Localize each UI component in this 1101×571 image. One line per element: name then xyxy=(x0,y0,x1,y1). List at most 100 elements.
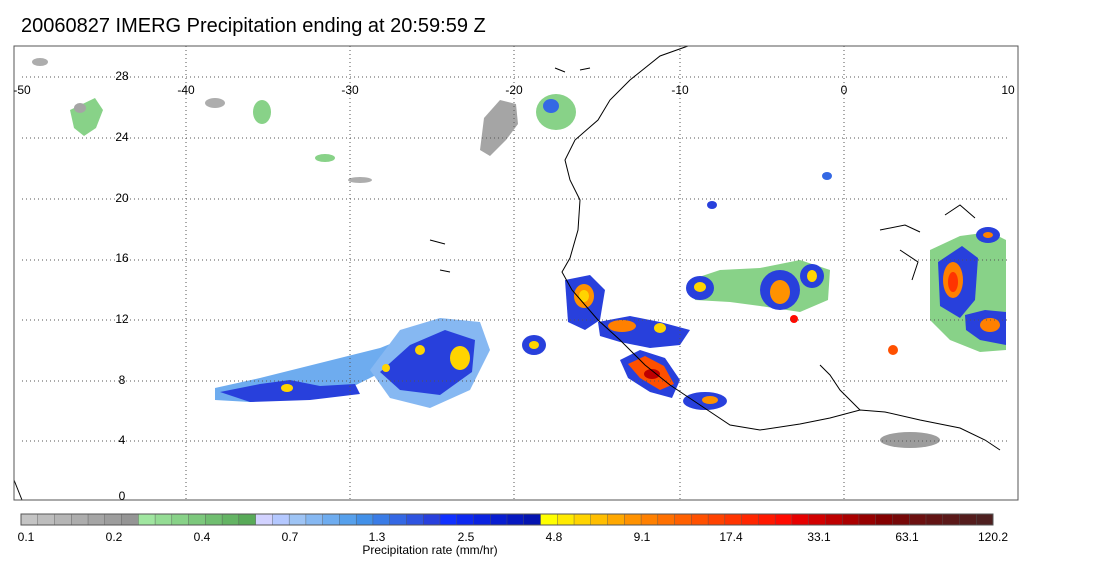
colorbar-cell xyxy=(372,513,391,526)
colorbar-cell xyxy=(674,513,692,526)
colorbar-cells xyxy=(20,513,994,526)
colorbar-cell xyxy=(942,513,960,526)
lon-tick-label: 10 xyxy=(1001,83,1015,97)
colorbar-tick-label: 9.1 xyxy=(633,530,651,544)
colorbar-cell xyxy=(657,513,676,526)
precip-patch xyxy=(644,369,660,379)
colorbar-cell xyxy=(724,513,743,526)
precip-patch xyxy=(948,272,958,292)
lat-tick-label: 16 xyxy=(115,251,129,265)
colorbar-tick-label: 0.2 xyxy=(105,530,123,544)
colorbar-cell xyxy=(305,513,324,526)
colorbar-cell xyxy=(37,513,56,526)
colorbar-cell xyxy=(71,513,89,526)
coastline xyxy=(13,45,1001,501)
precip-patch xyxy=(529,341,539,349)
colorbar-cell xyxy=(841,513,860,526)
colorbar-cell xyxy=(255,513,273,526)
precip-patch xyxy=(480,100,518,156)
lon-axis-labels: -50 -40 -30 -20 -10 0 10 xyxy=(13,83,1015,97)
colorbar-cell xyxy=(339,513,357,526)
precip-patch xyxy=(822,172,832,180)
colorbar-cell xyxy=(607,513,625,526)
precip-patch xyxy=(702,396,718,404)
precip-patch xyxy=(281,384,293,392)
colorbar-cell xyxy=(272,513,290,526)
precip-patch xyxy=(579,290,589,302)
colorbar-cell xyxy=(691,513,709,526)
lon-tick-label: -50 xyxy=(13,83,31,97)
precip-patch xyxy=(880,432,940,448)
colorbar-cell xyxy=(54,513,72,526)
colorbar-title: Precipitation rate (mm/hr) xyxy=(362,543,498,557)
precip-patch xyxy=(32,58,48,66)
precip-patch xyxy=(694,282,706,292)
precip-patch xyxy=(415,345,425,355)
precip-patch xyxy=(790,315,798,323)
colorbar-cell xyxy=(791,513,810,526)
colorbar-cell xyxy=(87,513,106,526)
colorbar-cell xyxy=(892,513,910,526)
precip-patch xyxy=(654,323,666,333)
colorbar-cell xyxy=(288,513,307,526)
colorbar-cell xyxy=(506,513,525,526)
precip-patch xyxy=(253,100,271,124)
precip-patch xyxy=(543,99,559,113)
colorbar-cell xyxy=(406,513,424,526)
lat-tick-label: 24 xyxy=(115,130,129,144)
colorbar-tick-label: 0.1 xyxy=(17,530,35,544)
map-frame xyxy=(13,45,1019,501)
precip-patch xyxy=(707,201,717,209)
colorbar-cell xyxy=(624,513,642,526)
colorbar-cell xyxy=(389,513,407,526)
colorbar-cell xyxy=(221,513,240,526)
colorbar-cell xyxy=(456,513,474,526)
colorbar-cell xyxy=(322,513,340,526)
colorbar-cell xyxy=(540,513,558,526)
colorbar-tick-label: 17.4 xyxy=(719,530,743,544)
lat-tick-label: 12 xyxy=(115,312,129,326)
colorbar-cell xyxy=(825,513,843,526)
precip-patch xyxy=(983,232,993,238)
precip-patch xyxy=(205,98,225,108)
colorbar-cell xyxy=(640,513,659,526)
colorbar-cell xyxy=(355,513,374,526)
grid-lines xyxy=(22,46,1010,500)
colorbar-cell xyxy=(573,513,592,526)
precip-layer xyxy=(32,58,1006,448)
lat-axis-labels: 28 24 20 16 12 8 4 0 xyxy=(115,69,129,503)
lon-tick-label: -30 xyxy=(341,83,359,97)
precip-patch xyxy=(980,318,1000,332)
colorbar-cell xyxy=(490,513,508,526)
colorbar-tick-label: 0.7 xyxy=(281,530,299,544)
colorbar-cell xyxy=(758,513,776,526)
precip-patch xyxy=(770,280,790,304)
colorbar-tick-label: 120.2 xyxy=(977,530,1009,544)
colorbar-cell xyxy=(925,513,944,526)
colorbar-cell xyxy=(590,513,609,526)
precip-patch xyxy=(74,103,86,113)
colorbar-frame xyxy=(20,513,994,526)
colorbar-tick-label: 4.8 xyxy=(545,530,563,544)
colorbar-cell xyxy=(858,513,877,526)
colorbar-cell xyxy=(959,513,977,526)
precip-patch xyxy=(315,154,335,162)
precip-patch xyxy=(348,177,372,183)
lat-tick-label: 28 xyxy=(115,69,129,83)
precip-patch xyxy=(608,320,636,332)
colorbar-tick-label: 1.3 xyxy=(368,530,386,544)
colorbar-cell xyxy=(741,513,759,526)
colorbar-cell xyxy=(104,513,123,526)
lon-tick-label: -20 xyxy=(505,83,523,97)
map-title: 20060827 IMERG Precipitation ending at 2… xyxy=(21,15,486,37)
colorbar-cell xyxy=(875,513,893,526)
precip-patch xyxy=(450,346,470,370)
colorbar-cell xyxy=(909,513,927,526)
colorbar-cell xyxy=(557,513,575,526)
colorbar-cell xyxy=(523,513,542,526)
colorbar-cell xyxy=(439,513,458,526)
lon-tick-label: -10 xyxy=(671,83,689,97)
lat-tick-label: 4 xyxy=(119,433,126,447)
